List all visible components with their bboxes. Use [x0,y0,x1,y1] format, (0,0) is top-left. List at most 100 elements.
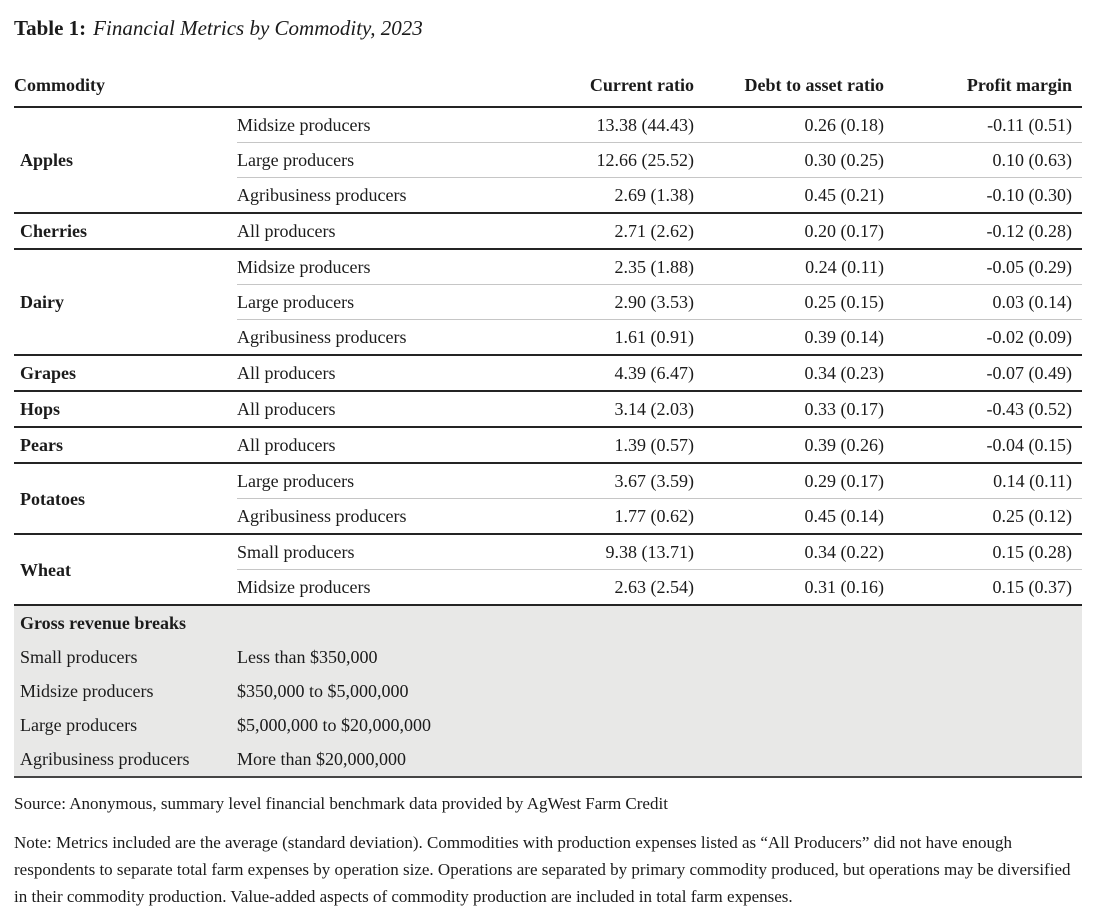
debt-to-asset-cell: 0.39 (0.26) [694,426,884,463]
revenue-break-label: Agribusiness producers [14,742,237,778]
profit-margin-cell: -0.04 (0.15) [884,426,1082,463]
producer-cell: All producers [237,426,544,463]
table-caption-title: Financial Metrics by Commodity, 2023 [93,16,423,40]
source-note: Source: Anonymous, summary level financi… [14,794,668,813]
debt-to-asset-cell: 0.39 (0.14) [694,319,884,355]
profit-margin-cell: -0.10 (0.30) [884,177,1082,213]
current-ratio-cell: 13.38 (44.43) [544,106,694,143]
table-row: Agribusiness producers 2.69 (1.38) 0.45 … [14,177,1082,213]
debt-to-asset-cell: 0.34 (0.23) [694,354,884,391]
table-row: Large producers 12.66 (25.52) 0.30 (0.25… [14,142,1082,178]
table-row: Cherries All producers 2.71 (2.62) 0.20 … [14,212,1082,249]
current-ratio-cell: 3.67 (3.59) [544,462,694,499]
header-debt-to-asset-ratio: Debt to asset ratio [694,67,884,108]
commodity-cell: Apples [14,106,237,213]
revenue-break-row: Large producers $5,000,000 to $20,000,00… [14,708,1082,742]
current-ratio-cell: 2.35 (1.88) [544,248,694,285]
producer-cell: Agribusiness producers [237,177,544,213]
profit-margin-cell: -0.11 (0.51) [884,106,1082,143]
table-row: Pears All producers 1.39 (0.57) 0.39 (0.… [14,426,1082,463]
table-footer: Source: Anonymous, summary level financi… [14,792,1082,910]
current-ratio-cell: 1.39 (0.57) [544,426,694,463]
table-row: Large producers 2.90 (3.53) 0.25 (0.15) … [14,284,1082,320]
table-row: Apples Midsize producers 13.38 (44.43) 0… [14,106,1082,213]
debt-to-asset-cell: 0.29 (0.17) [694,462,884,499]
commodity-cell: Grapes [14,354,237,391]
commodity-cell: Potatoes [14,462,237,534]
revenue-break-range: More than $20,000,000 [237,742,1082,778]
debt-to-asset-cell: 0.30 (0.25) [694,142,884,178]
commodity-cell: Hops [14,390,237,427]
debt-to-asset-cell: 0.26 (0.18) [694,106,884,143]
current-ratio-cell: 1.61 (0.91) [544,319,694,355]
producer-cell: Midsize producers [237,248,544,285]
current-ratio-cell: 2.69 (1.38) [544,177,694,213]
financial-metrics-table: Commodity Current ratio Debt to asset ra… [14,67,1082,778]
current-ratio-cell: 2.90 (3.53) [544,284,694,320]
header-profit-margin: Profit margin [884,67,1082,108]
commodity-cell: Cherries [14,212,237,249]
debt-to-asset-cell: 0.34 (0.22) [694,533,884,570]
producer-cell: Midsize producers [237,106,544,143]
table-row: Potatoes Large producers 3.67 (3.59) 0.2… [14,462,1082,534]
header-current-ratio: Current ratio [544,67,694,108]
revenue-break-label: Large producers [20,715,138,735]
revenue-break-range: $5,000,000 to $20,000,000 [237,715,432,735]
debt-to-asset-cell: 0.24 (0.11) [694,248,884,285]
debt-to-asset-cell: 0.31 (0.16) [694,569,884,605]
methodology-note: Note: Metrics included are the average (… [14,833,1071,906]
revenue-break-label: Small producers [20,647,138,667]
current-ratio-cell: 2.71 (2.62) [544,212,694,249]
producer-cell: Agribusiness producers [237,498,544,534]
producer-cell: Large producers [237,142,544,178]
gross-revenue-breaks-section: Gross revenue breaks Small producers Les… [14,604,1082,778]
commodity-cell: Dairy [14,248,237,355]
current-ratio-cell: 2.63 (2.54) [544,569,694,605]
table-header: Commodity Current ratio Debt to asset ra… [14,67,1082,108]
profit-margin-cell: 0.15 (0.37) [884,569,1082,605]
profit-margin-cell: 0.25 (0.12) [884,498,1082,534]
header-row: Commodity Current ratio Debt to asset ra… [14,67,1082,108]
revenue-break-range: $350,000 to $5,000,000 [237,681,409,701]
producer-cell: Midsize producers [237,569,544,605]
table-row: Grapes All producers 4.39 (6.47) 0.34 (0… [14,354,1082,391]
profit-margin-cell: 0.15 (0.28) [884,533,1082,570]
revenue-break-row: Agribusiness producers More than $20,000… [14,742,1082,778]
table-body: Apples Midsize producers 13.38 (44.43) 0… [14,106,1082,605]
table-row: Agribusiness producers 1.77 (0.62) 0.45 … [14,498,1082,534]
table-caption: Table 1: Financial Metrics by Commodity, … [14,16,1082,41]
current-ratio-cell: 4.39 (6.47) [544,354,694,391]
table-row: Dairy Midsize producers 2.35 (1.88) 0.24… [14,248,1082,355]
commodity-cell: Wheat [14,533,237,605]
table-row: Midsize producers 2.63 (2.54) 0.31 (0.16… [14,569,1082,605]
table-row: Agribusiness producers 1.61 (0.91) 0.39 … [14,319,1082,355]
current-ratio-cell: 12.66 (25.52) [544,142,694,178]
profit-margin-cell: 0.10 (0.63) [884,142,1082,178]
producer-cell: Agribusiness producers [237,319,544,355]
current-ratio-cell: 3.14 (2.03) [544,390,694,427]
producer-cell: Large producers [237,462,544,499]
profit-margin-cell: 0.03 (0.14) [884,284,1082,320]
revenue-breaks-title: Gross revenue breaks [14,604,1082,640]
profit-margin-cell: -0.07 (0.49) [884,354,1082,391]
revenue-break-range: Less than $350,000 [237,647,378,667]
commodity-cell: Pears [14,426,237,463]
debt-to-asset-cell: 0.33 (0.17) [694,390,884,427]
revenue-break-label: Midsize producers [20,681,154,701]
header-commodity: Commodity [14,67,544,108]
page: Table 1: Financial Metrics by Commodity, … [14,16,1082,906]
profit-margin-cell: -0.12 (0.28) [884,212,1082,249]
table-row: Hops All producers 3.14 (2.03) 0.33 (0.1… [14,390,1082,427]
profit-margin-cell: -0.43 (0.52) [884,390,1082,427]
revenue-break-row: Small producers Less than $350,000 [14,640,1082,674]
producer-cell: Small producers [237,533,544,570]
debt-to-asset-cell: 0.45 (0.21) [694,177,884,213]
revenue-breaks-header-row: Gross revenue breaks [14,604,1082,640]
current-ratio-cell: 1.77 (0.62) [544,498,694,534]
producer-cell: All producers [237,354,544,391]
debt-to-asset-cell: 0.20 (0.17) [694,212,884,249]
debt-to-asset-cell: 0.45 (0.14) [694,498,884,534]
profit-margin-cell: 0.14 (0.11) [884,462,1082,499]
debt-to-asset-cell: 0.25 (0.15) [694,284,884,320]
producer-cell: All producers [237,390,544,427]
